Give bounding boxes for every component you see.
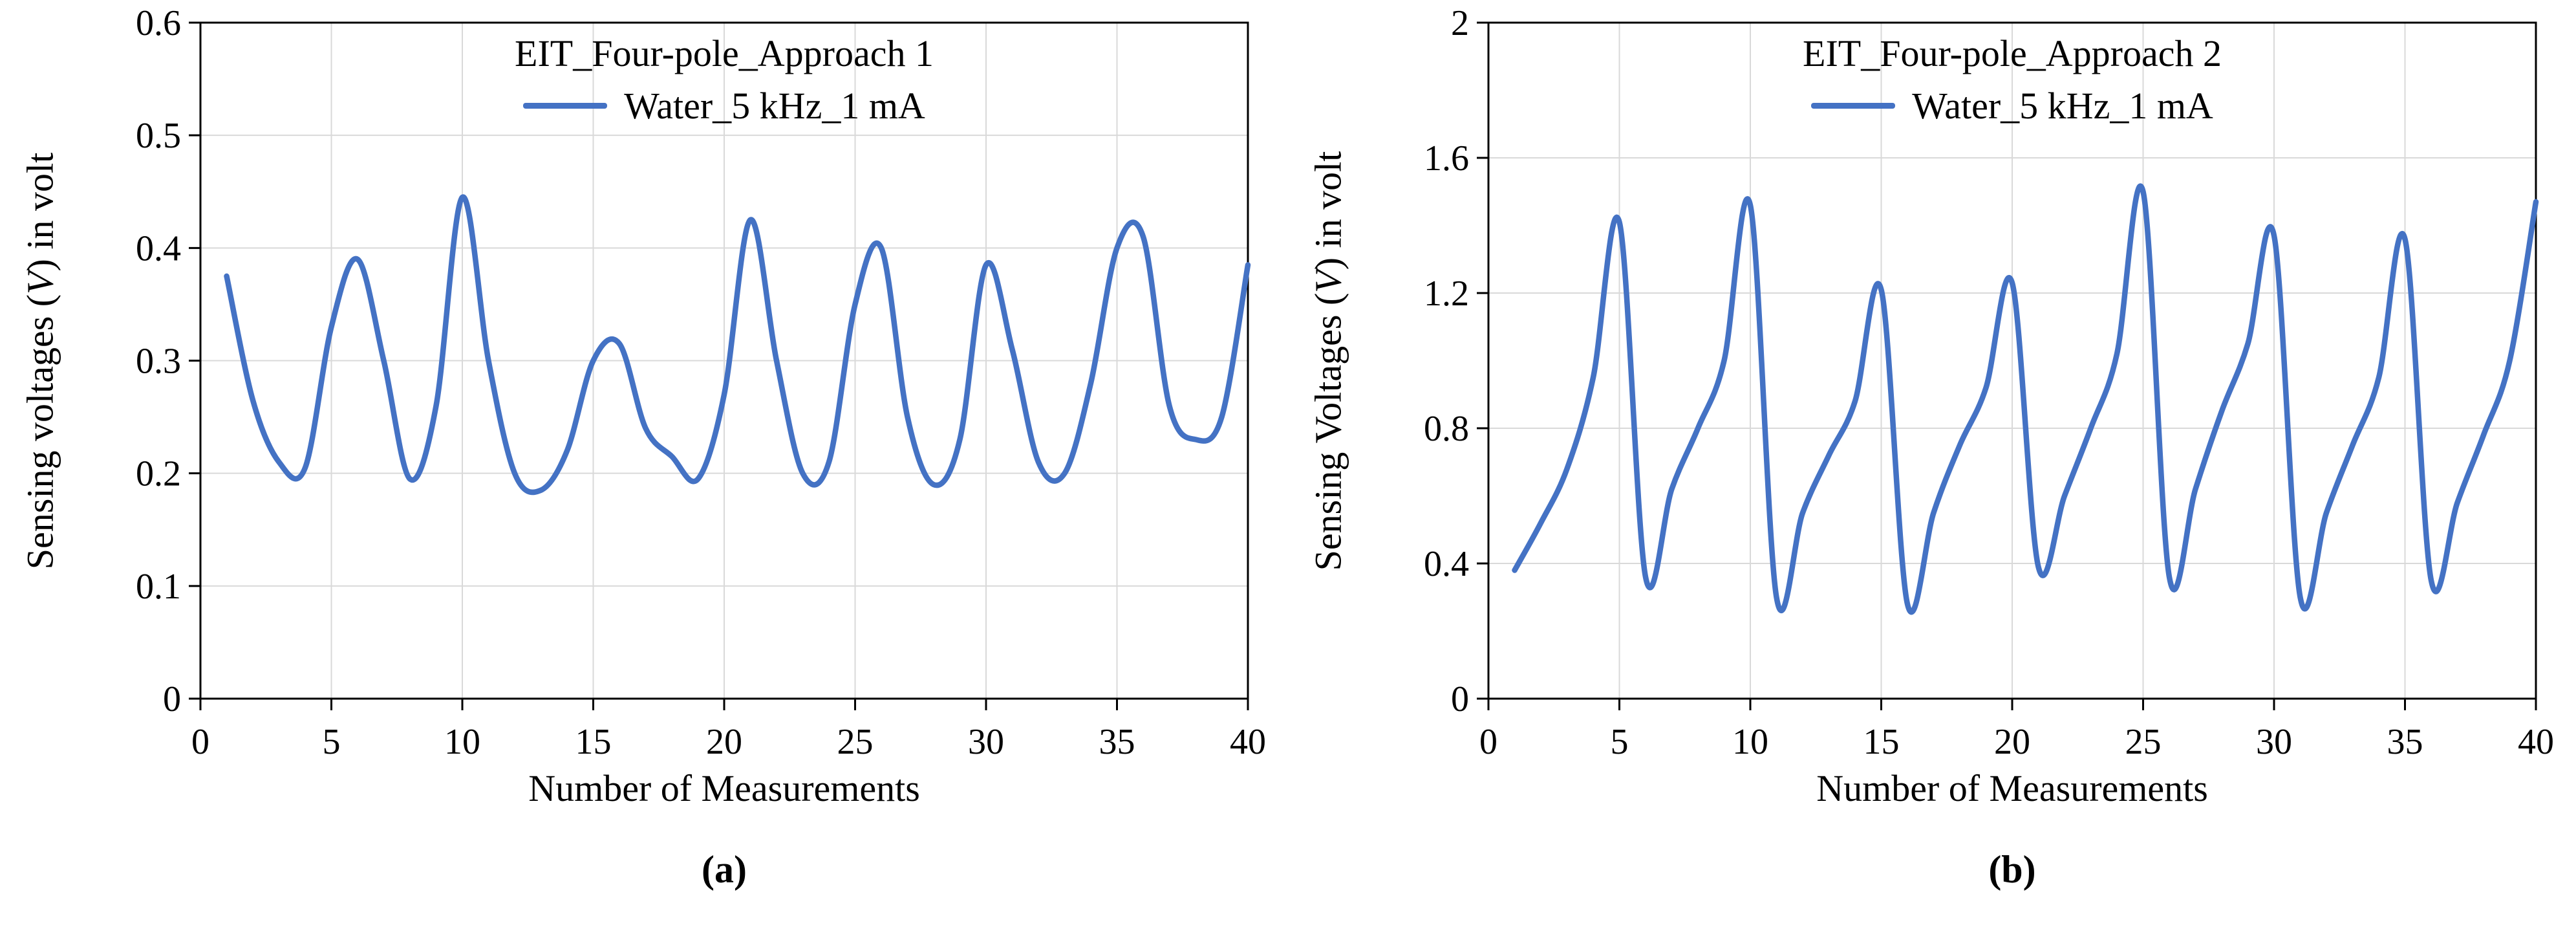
x-tick-label: 30 xyxy=(2256,722,2292,762)
x-tick-label: 35 xyxy=(2387,722,2423,762)
x-tick-label: 40 xyxy=(1230,722,1266,762)
chart-a-legend: EIT_Four-pole_Approach 1 Water_5 kHz_1 m… xyxy=(200,31,1248,127)
series-label: Water_5 kHz_1 mA xyxy=(1912,84,2213,127)
x-tick-label: 20 xyxy=(706,722,742,762)
x-tick-label: 10 xyxy=(444,722,480,762)
chart-a-caption: (a) xyxy=(702,848,747,891)
series-label: Water_5 kHz_1 mA xyxy=(624,84,925,127)
y-tick-label: 0.5 xyxy=(136,116,181,156)
chart-a-legend-entry: Water_5 kHz_1 mA xyxy=(200,84,1248,127)
y-tick-label: 2 xyxy=(1451,3,1469,43)
chart-b-legend: EIT_Four-pole_Approach 2 Water_5 kHz_1 m… xyxy=(1488,31,2536,127)
x-tick-label: 15 xyxy=(1863,722,1900,762)
y-tick-label: 0.3 xyxy=(136,342,181,382)
chart-b-caption: (b) xyxy=(1988,848,2036,891)
x-tick-label: 10 xyxy=(1732,722,1768,762)
chart-a-plot: 0 5 10 15 20 25 30 35 40 0 0.1 0.2 0.3 0.4 0.5 0.6 xyxy=(136,3,1266,762)
y-tick-label: 0.1 xyxy=(136,567,181,607)
ylabel-variable: V xyxy=(1307,270,1349,293)
chart-a-x-axis-title: Number of Measurements xyxy=(528,767,920,809)
y-tick-label: 0.8 xyxy=(1424,409,1469,449)
y-tick-label: 0.4 xyxy=(1424,544,1469,584)
y-tick-label: 0 xyxy=(1451,679,1469,719)
y-tick-label: 1.2 xyxy=(1424,274,1469,314)
y-tick-label: 0.4 xyxy=(136,228,181,268)
x-tick-label: 15 xyxy=(575,722,612,762)
x-tick-label: 40 xyxy=(2518,722,2554,762)
ylabel-text: ) in volt xyxy=(19,152,61,272)
chart-a-y-axis-title: Sensing voltages (V) in volt xyxy=(19,153,62,569)
x-tick-label: 35 xyxy=(1099,722,1135,762)
series-line-swatch xyxy=(523,102,608,109)
y-tick-label: 1.6 xyxy=(1424,138,1469,179)
ylabel-text: Sensing voltages ( xyxy=(19,294,61,570)
x-tick-label: 0 xyxy=(191,722,209,762)
ylabel-text: ) in volt xyxy=(1307,151,1349,270)
ylabel-variable: V xyxy=(19,271,61,294)
x-tick-label: 5 xyxy=(323,722,341,762)
chart-panel-b: 0 5 10 15 20 25 30 35 40 0 0.4 0.8 1.2 1.6 2 Sensing V… xyxy=(1288,0,2576,938)
chart-b-x-axis-title: Number of Measurements xyxy=(1816,767,2208,809)
y-tick-label: 0 xyxy=(163,679,181,719)
x-tick-label: 0 xyxy=(1479,722,1497,762)
series-line-swatch xyxy=(1811,102,1896,109)
chart-b-legend-entry: Water_5 kHz_1 mA xyxy=(1488,84,2536,127)
chart-b-title: EIT_Four-pole_Approach 2 xyxy=(1803,32,2222,74)
chart-panel-a: 0 5 10 15 20 25 30 35 40 0 0.1 0.2 0.3 0.4 0.5 0.6 Sens… xyxy=(19,3,1267,891)
chart-a-title: EIT_Four-pole_Approach 1 xyxy=(515,32,934,74)
x-tick-label: 25 xyxy=(837,722,874,762)
x-tick-label: 25 xyxy=(2125,722,2162,762)
plot-frame xyxy=(199,21,1249,700)
plot-frame xyxy=(1487,21,2537,700)
chart-b-plot: 0 5 10 15 20 25 30 35 40 0 0.4 0.8 1.2 1.6 2 xyxy=(1424,3,2554,762)
ylabel-text: Sensing Voltages ( xyxy=(1307,292,1349,571)
x-tick-label: 30 xyxy=(968,722,1004,762)
y-tick-label: 0.2 xyxy=(136,454,181,494)
series-line xyxy=(224,194,1251,496)
x-tick-label: 20 xyxy=(1994,722,2030,762)
x-tick-label: 5 xyxy=(1611,722,1629,762)
series-line xyxy=(1512,183,2539,615)
y-tick-label: 0.6 xyxy=(136,3,181,43)
chart-b-y-axis-title: Sensing Voltages (V) in volt xyxy=(1307,151,1350,571)
